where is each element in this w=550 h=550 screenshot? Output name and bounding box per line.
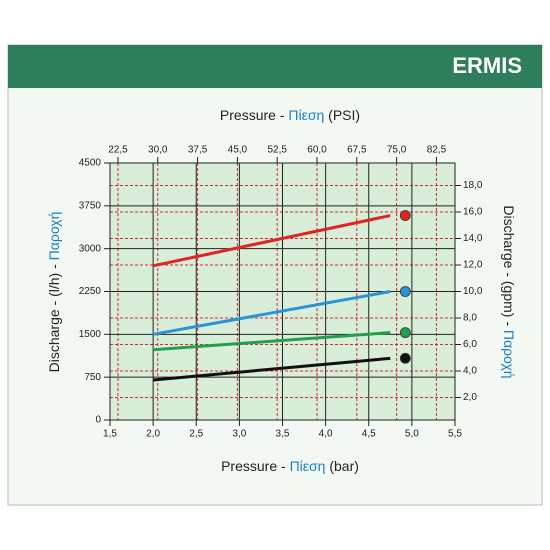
- brand: ERMIS: [452, 53, 522, 78]
- x-axis-title: Pressure - Πίεση (bar): [221, 458, 359, 474]
- series-marker: [399, 286, 411, 297]
- x2-tick-label: 60,0: [307, 145, 327, 156]
- series-line: [153, 331, 391, 352]
- y2-tick-label: 12,0: [463, 260, 483, 271]
- x2-tick-label: 22,5: [108, 145, 128, 156]
- y2-axis-title: Discharge - (gpm) - Παροχή: [501, 205, 517, 378]
- y-tick-label: 3000: [79, 243, 102, 254]
- series-marker: [399, 352, 411, 364]
- y-tick-label: 1500: [79, 329, 102, 340]
- x2-tick-label: 82,5: [427, 145, 447, 156]
- x-tick-label: 1,5: [103, 429, 117, 440]
- x-tick-label: 5,0: [405, 429, 419, 440]
- y2-tick-label: 2,0: [463, 392, 477, 403]
- x-tick-label: 3,5: [276, 429, 290, 440]
- series-line: [152, 356, 391, 382]
- plot-frame: [109, 162, 456, 421]
- x-tick-label: 5,5: [448, 429, 462, 440]
- x-tick-label: 2,0: [146, 429, 160, 440]
- y-tick-label: 3750: [79, 200, 102, 211]
- y2-tick-label: 6,0: [463, 339, 477, 350]
- y-tick-label: 0: [95, 415, 101, 426]
- x2-axis-title: Pressure - Πίεση (PSI): [220, 107, 360, 123]
- x-tick-label: 3,0: [232, 429, 246, 440]
- y2-tick-label: 8,0: [463, 313, 477, 324]
- x-tick-label: 4,5: [362, 429, 376, 440]
- y-tick-label: 4500: [79, 158, 102, 169]
- x2-tick-label: 45,0: [228, 145, 248, 156]
- x2-tick-label: 30,0: [148, 145, 168, 156]
- y-tick-label: 750: [84, 372, 101, 383]
- x-tick-label: 4,0: [319, 429, 333, 440]
- series-line: [152, 290, 391, 336]
- y2-tick-label: 14,0: [463, 233, 483, 244]
- y2-tick-label: 18,0: [463, 180, 483, 191]
- series-marker: [399, 210, 411, 221]
- x-tick-label: 2,5: [189, 429, 203, 440]
- header-bar: [8, 45, 542, 88]
- y-tick-label: 2250: [79, 286, 102, 297]
- x2-tick-label: 67,5: [347, 145, 367, 156]
- series-marker: [399, 327, 411, 339]
- y2-tick-label: 10,0: [463, 286, 483, 297]
- y-axis-title: Discharge - (l/h) - Παροχή: [46, 212, 62, 373]
- x2-tick-label: 52,5: [267, 145, 287, 156]
- y2-tick-label: 16,0: [463, 207, 483, 218]
- y2-tick-label: 4,0: [463, 366, 477, 377]
- x2-tick-label: 37,5: [188, 145, 208, 156]
- x2-tick-label: 75,0: [387, 145, 407, 156]
- series-line: [152, 214, 391, 268]
